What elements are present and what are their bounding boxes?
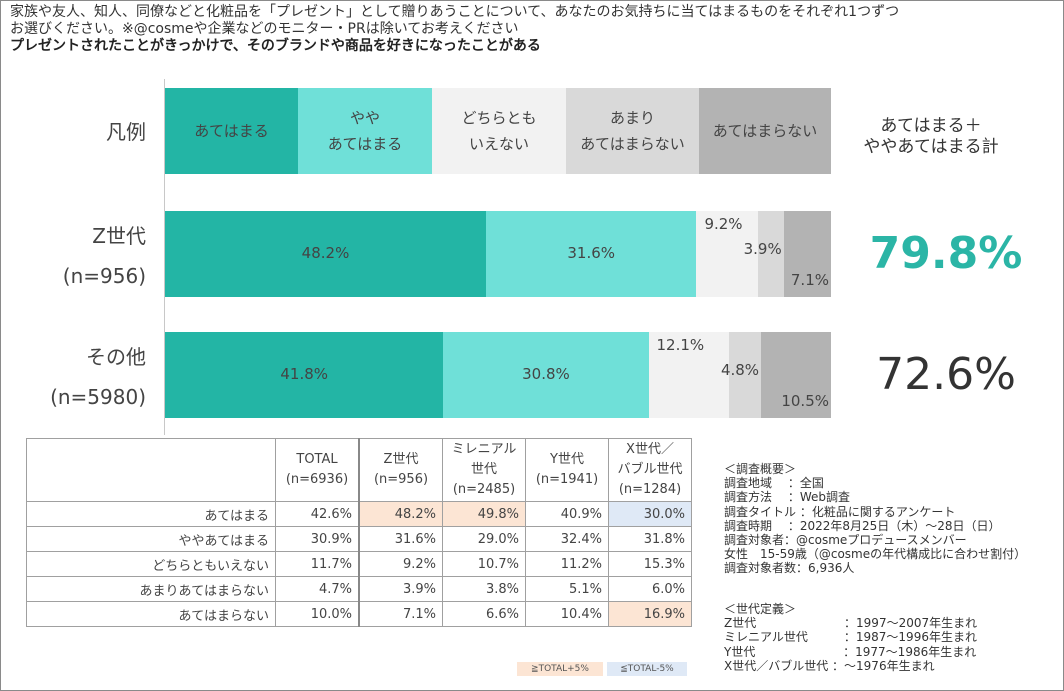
table-corner bbox=[26, 438, 276, 502]
category-axis-line bbox=[164, 79, 165, 435]
generation-line: X世代／バブル世代 ：～1976年生まれ bbox=[724, 658, 935, 673]
bar-segment-yaya bbox=[443, 332, 649, 418]
legend-item-amari: あまり あてはまらない bbox=[566, 88, 699, 174]
table-cell: 3.9% bbox=[358, 576, 443, 602]
table-cell: 16.9% bbox=[608, 601, 692, 627]
legend-item-atehamaranai: あてはまらない bbox=[699, 88, 831, 174]
data-label: 10.5% bbox=[781, 392, 829, 410]
category-label-other: その他 (n=5980) bbox=[50, 345, 146, 409]
category-label-z: Z世代 (n=956) bbox=[62, 224, 146, 288]
row-label: あてはまらない bbox=[26, 601, 276, 627]
table-row: あまりあてはまらない 4.7% 3.9% 3.8% 5.1% 6.0% bbox=[26, 576, 692, 602]
row-label: あまりあてはまらない bbox=[26, 576, 276, 602]
legend-key-down: ≦TOTAL-5% bbox=[607, 662, 687, 676]
table-cell: 9.2% bbox=[358, 551, 443, 577]
survey-line: 調査対象者：@cosmeプロデュースメンバー bbox=[724, 533, 967, 548]
bar-segment-dochiratomo bbox=[648, 332, 730, 418]
generation-line: Z世代 ：1997～2007年生まれ bbox=[724, 616, 978, 631]
survey-line: 女性 15-59歳（@cosmeの年代構成比に合わせ割付） bbox=[724, 547, 1027, 562]
survey-info: ＜調査概要＞ 調査地域 ：全国 調査方法 ：Web調査 調査タイトル ：化粧品に関する… bbox=[724, 462, 1026, 576]
table-cell: 49.8% bbox=[442, 501, 526, 527]
table-cell: 6.6% bbox=[442, 601, 526, 627]
question-statement: プレゼントされたことがきっかけで、そのブランドや商品を好きになったことがある bbox=[10, 38, 541, 54]
total-column-header: あてはまる＋ ややあてはまる計 bbox=[863, 116, 999, 157]
col-x-bubble: X世代／ バブル世代 (n=1284) bbox=[608, 438, 692, 502]
table-cell: 5.1% bbox=[525, 576, 609, 602]
table-cell: 10.4% bbox=[525, 601, 609, 627]
data-label: 12.1% bbox=[656, 336, 705, 354]
data-label: 9.2% bbox=[704, 215, 743, 233]
survey-line: 調査対象者数：6,936人 bbox=[724, 561, 855, 576]
table-row: どちらともいえない 11.7% 9.2% 10.7% 11.2% 15.3% bbox=[26, 551, 692, 577]
table-cell: 31.8% bbox=[608, 526, 692, 552]
data-label: 7.1% bbox=[790, 271, 829, 289]
table-cell: 10.7% bbox=[442, 551, 526, 577]
col-z: Z世代 (n=956) bbox=[358, 438, 443, 502]
generation-table: TOTAL (n=6936) Z世代 (n=956) ミレニアル 世代 (n=2485)… bbox=[26, 438, 692, 627]
bar-segment-amari bbox=[729, 332, 762, 418]
total-value-other: 72.6% bbox=[876, 349, 1016, 400]
generation-definitions: ＜世代定義＞ Z世代 ：1997～2007年生まれ ミレニアル世代 ：1987～19… bbox=[724, 602, 977, 673]
generation-line: Y世代 ：1977～1986年生まれ bbox=[724, 644, 977, 659]
bar-segment-yaya bbox=[486, 211, 697, 297]
table-cell: 4.7% bbox=[275, 576, 360, 602]
row-label: ややあてはまる bbox=[26, 526, 276, 552]
table-header-row: TOTAL (n=6936) Z世代 (n=956) ミレニアル 世代 (n=2485)… bbox=[26, 438, 692, 502]
data-label: 41.8% bbox=[280, 365, 329, 383]
data-label: 3.9% bbox=[743, 240, 782, 258]
data-label: 30.8% bbox=[522, 365, 570, 383]
bar-segment-atehamaru bbox=[165, 332, 444, 418]
row-label: どちらともいえない bbox=[26, 551, 276, 577]
legend-label: 凡例 bbox=[106, 120, 146, 144]
data-label: 4.8% bbox=[720, 361, 760, 379]
generation-line: ＜世代定義＞ bbox=[724, 602, 797, 616]
table-cell: 3.8% bbox=[442, 576, 526, 602]
col-millennial: ミレニアル 世代 (n=2485) bbox=[442, 438, 526, 502]
table-cell: 30.9% bbox=[275, 526, 360, 552]
survey-line: 調査地域 ：全国 bbox=[724, 476, 824, 491]
legend-key-up: ≧TOTAL+5% bbox=[517, 662, 603, 676]
table-row: ややあてはまる 30.9% 31.6% 29.0% 32.4% 31.8% bbox=[26, 526, 692, 552]
table-cell: 32.4% bbox=[525, 526, 609, 552]
table-cell: 31.6% bbox=[358, 526, 443, 552]
table-row: あてはまる 42.6% 48.2% 49.8% 40.9% 30.0% bbox=[26, 501, 692, 527]
table-cell: 15.3% bbox=[608, 551, 692, 577]
table-cell: 7.1% bbox=[358, 601, 443, 627]
bar-segment-amari bbox=[757, 211, 784, 297]
table-cell: 6.0% bbox=[608, 576, 692, 602]
bar-segment-atehamaru bbox=[165, 211, 486, 297]
legend-item-dochiratomo: どちらとも いえない bbox=[432, 88, 566, 174]
legend-item-yaya-atehamaru: やや あてはまる bbox=[298, 88, 432, 174]
table-cell: 11.2% bbox=[525, 551, 609, 577]
table-cell: 10.0% bbox=[275, 601, 360, 627]
survey-line: ＜調査概要＞ bbox=[724, 462, 797, 476]
bar-segment-atehamaranai bbox=[783, 211, 831, 297]
total-value-z: 79.8% bbox=[869, 228, 1023, 279]
table-cell: 30.0% bbox=[608, 501, 692, 527]
question-text: 家族や友人、知人、同僚などと化粧品を「プレゼント」として贈りあうことについて、あ… bbox=[10, 4, 1050, 55]
generation-line: ミレニアル世代 ：1987～1996年生まれ bbox=[724, 630, 977, 645]
data-label: 48.2% bbox=[301, 244, 350, 262]
table-cell: 42.6% bbox=[275, 501, 360, 527]
question-line-1: 家族や友人、知人、同僚などと化粧品を「プレゼント」として贈りあうことについて、あ… bbox=[10, 4, 900, 20]
table-row: あてはまらない 10.0% 7.1% 6.6% 10.4% 16.9% bbox=[26, 601, 692, 627]
table-cell: 11.7% bbox=[275, 551, 360, 577]
table-cell: 29.0% bbox=[442, 526, 526, 552]
bar-segment-dochiratomo bbox=[696, 211, 758, 297]
table-cell: 48.2% bbox=[358, 501, 443, 527]
col-y: Y世代 (n=1941) bbox=[525, 438, 609, 502]
survey-line: 調査方法 ：Web調査 bbox=[724, 490, 850, 505]
bar-segment-atehamaranai bbox=[761, 332, 831, 418]
legend-item-atehamaru: あてはまる bbox=[165, 88, 298, 174]
table-cell: 40.9% bbox=[525, 501, 609, 527]
row-label: あてはまる bbox=[26, 501, 276, 527]
data-label: 31.6% bbox=[567, 244, 616, 262]
survey-line: 調査タイトル ：化粧品に関するアンケート bbox=[724, 504, 956, 519]
question-line-2: お選びください。※@cosmeや企業などのモニター・PRは除いてお考えください bbox=[10, 21, 519, 37]
survey-line: 調査時期 ：2022年8月25日（木）～28日（日） bbox=[724, 518, 1001, 533]
col-total: TOTAL (n=6936) bbox=[275, 438, 360, 502]
